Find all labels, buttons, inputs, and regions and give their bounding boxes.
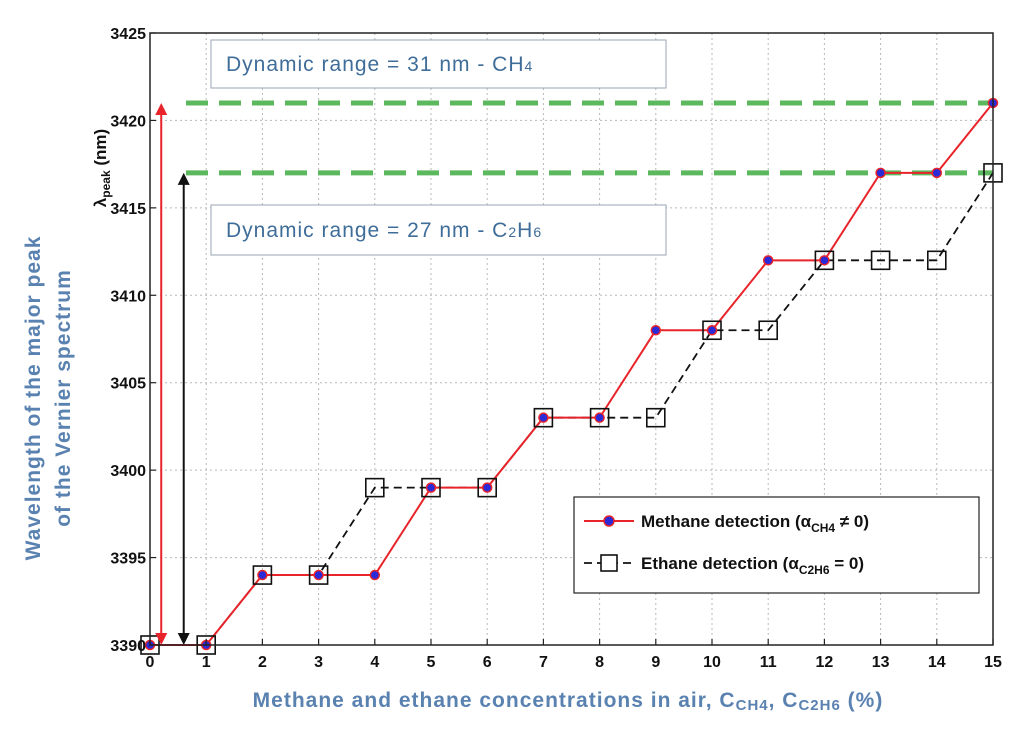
x-tick-label: 13 [872,654,890,671]
x-tick-label: 2 [258,654,267,671]
x-tick-label: 3 [314,654,323,671]
methane-point [706,325,718,336]
tick-labels: 0 1 2 3 4 5 6 7 8 9 10 11 12 13 14 15339033953400340534… [110,26,1002,671]
annotation-box-ch4 [210,39,667,89]
methane-point [594,412,605,423]
y-axis-title-line1: Wavelength of the major peak [22,236,45,561]
range-arrow-head-top [155,102,168,115]
methane-point [762,255,774,266]
methane-point [257,569,268,581]
y-tick-label: 3420 [110,113,146,130]
methane-point [650,325,662,336]
ethane-point [870,250,891,271]
methane-point [875,167,886,179]
range-arrows [155,102,190,645]
methane-point [425,482,437,493]
plot-frame [149,32,994,646]
x-tick-label: 9 [651,654,660,671]
methane-point [538,412,549,423]
x-tick-label: 0 [146,654,155,671]
y-axis-title-line2: of the Vernier spectrum [52,269,75,527]
x-tick-label: 8 [595,654,604,671]
legend-box [573,496,980,594]
y-tick-label: 3410 [110,288,146,305]
x-tick-label: 4 [370,654,379,671]
methane-point [313,569,324,581]
range-arrow-head-bottom [177,633,190,645]
ethane-point [252,565,273,585]
x-tick-label: 10 [703,654,721,671]
y-tick-label: 3415 [110,201,146,218]
range-arrow-head-top [177,172,190,185]
legend-methane-marker [603,515,615,527]
x-tick-label: 7 [539,654,548,671]
methane-series-line [150,102,994,646]
annotation-box-c2h6 [210,204,667,256]
reference-lines [186,100,993,176]
ethane-point [702,320,722,341]
x-tick-label: 5 [427,654,436,671]
x-tick-label: 15 [984,654,1002,671]
y-tick-label: 3390 [110,638,146,655]
y-tick-label: 3405 [110,376,146,393]
annotation-c2h6: Dynamic range = 27 nm - C2H6 [226,219,542,242]
x-tick-label: 14 [928,654,946,671]
series-layer [140,97,1003,655]
ethane-point [758,320,779,341]
legend-methane-label: Methane detection (αCH4 ≠ 0) [641,512,869,535]
ethane-point [814,250,835,271]
annotation-ch4: Dynamic range = 31 nm - CH4 [226,53,533,76]
legend: Methane detection (αCH4 ≠ 0) Ethane dete… [573,496,980,594]
ethane-point [308,565,329,585]
methane-point [369,569,381,581]
range-arrow-head-bottom [155,633,168,645]
ethane-point [364,477,385,498]
ethane-point [926,250,947,271]
y-tick-label: 3395 [110,551,146,568]
methane-point [481,482,493,493]
x-tick-label: 6 [483,654,492,671]
x-axis-title: Methane and ethane concentrations in air… [253,689,884,714]
legend-ethane-label: Ethane detection (αC2H6 = 0) [641,554,864,577]
ethane-point [645,407,666,428]
ethane-point [533,407,554,428]
y-axis-unit-label: λpeak (nm) [91,129,113,207]
x-tick-label: 1 [202,654,211,671]
methane-point [819,255,830,266]
y-tick-label: 3400 [110,463,146,480]
methane-point [931,167,943,179]
x-tick-label: 11 [760,654,777,671]
ethane-point [477,477,498,498]
x-tick-label: 12 [816,654,834,671]
y-tick-label: 3425 [110,26,146,43]
ethane-point [589,407,610,428]
ethane-point [421,477,441,498]
legend-ethane-marker [600,554,618,572]
